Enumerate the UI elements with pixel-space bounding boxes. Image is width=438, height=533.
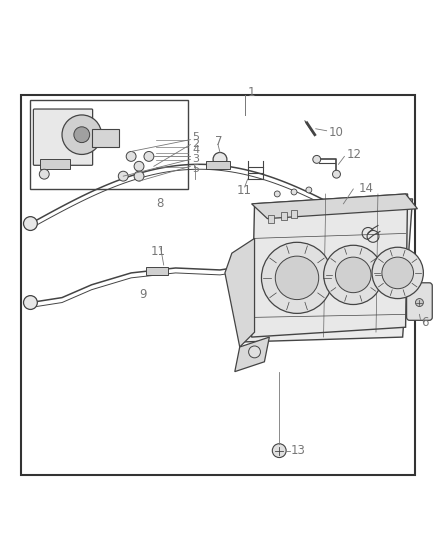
Circle shape: [272, 444, 286, 457]
Bar: [40, 159, 70, 169]
Text: 5: 5: [192, 164, 199, 174]
Polygon shape: [251, 194, 417, 219]
Circle shape: [144, 151, 154, 161]
FancyBboxPatch shape: [33, 109, 92, 165]
Bar: [281, 212, 287, 220]
Text: 7: 7: [215, 135, 223, 148]
Bar: [291, 209, 297, 217]
Circle shape: [275, 256, 319, 300]
Circle shape: [336, 257, 371, 293]
Circle shape: [313, 156, 321, 163]
Text: 13: 13: [291, 444, 306, 457]
Text: 8: 8: [156, 197, 163, 211]
Circle shape: [416, 298, 424, 306]
Circle shape: [372, 247, 424, 298]
Bar: [206, 161, 230, 169]
Polygon shape: [225, 238, 254, 347]
Text: 2: 2: [192, 139, 199, 149]
Circle shape: [306, 187, 312, 193]
Bar: [30, 100, 188, 189]
Text: 10: 10: [328, 126, 343, 139]
Text: 14: 14: [358, 182, 373, 196]
Circle shape: [367, 230, 379, 243]
Bar: [92, 129, 119, 147]
Polygon shape: [240, 199, 413, 342]
Circle shape: [74, 127, 90, 143]
Circle shape: [24, 296, 37, 310]
Text: 1: 1: [247, 86, 255, 99]
Circle shape: [39, 169, 49, 179]
Circle shape: [362, 228, 374, 239]
Polygon shape: [251, 194, 408, 337]
Text: 5: 5: [192, 132, 199, 142]
Text: 11: 11: [151, 245, 166, 257]
Text: 12: 12: [346, 148, 361, 161]
Polygon shape: [235, 337, 269, 372]
Text: 4: 4: [192, 144, 199, 155]
Circle shape: [249, 346, 261, 358]
Text: 6: 6: [421, 316, 429, 329]
Text: 3: 3: [192, 155, 199, 164]
Circle shape: [24, 216, 37, 230]
Circle shape: [118, 171, 128, 181]
Text: 11: 11: [237, 184, 252, 197]
Text: 9: 9: [139, 288, 147, 301]
Circle shape: [134, 171, 144, 181]
Circle shape: [274, 191, 280, 197]
Bar: [146, 267, 168, 275]
Circle shape: [261, 243, 332, 313]
Circle shape: [213, 152, 227, 166]
Circle shape: [291, 189, 297, 195]
Circle shape: [382, 257, 413, 289]
Circle shape: [324, 245, 383, 304]
Bar: [268, 215, 274, 223]
Circle shape: [332, 170, 340, 178]
FancyBboxPatch shape: [406, 283, 432, 320]
Circle shape: [134, 161, 144, 171]
Circle shape: [62, 115, 102, 155]
Bar: [21, 95, 416, 475]
Circle shape: [126, 151, 136, 161]
